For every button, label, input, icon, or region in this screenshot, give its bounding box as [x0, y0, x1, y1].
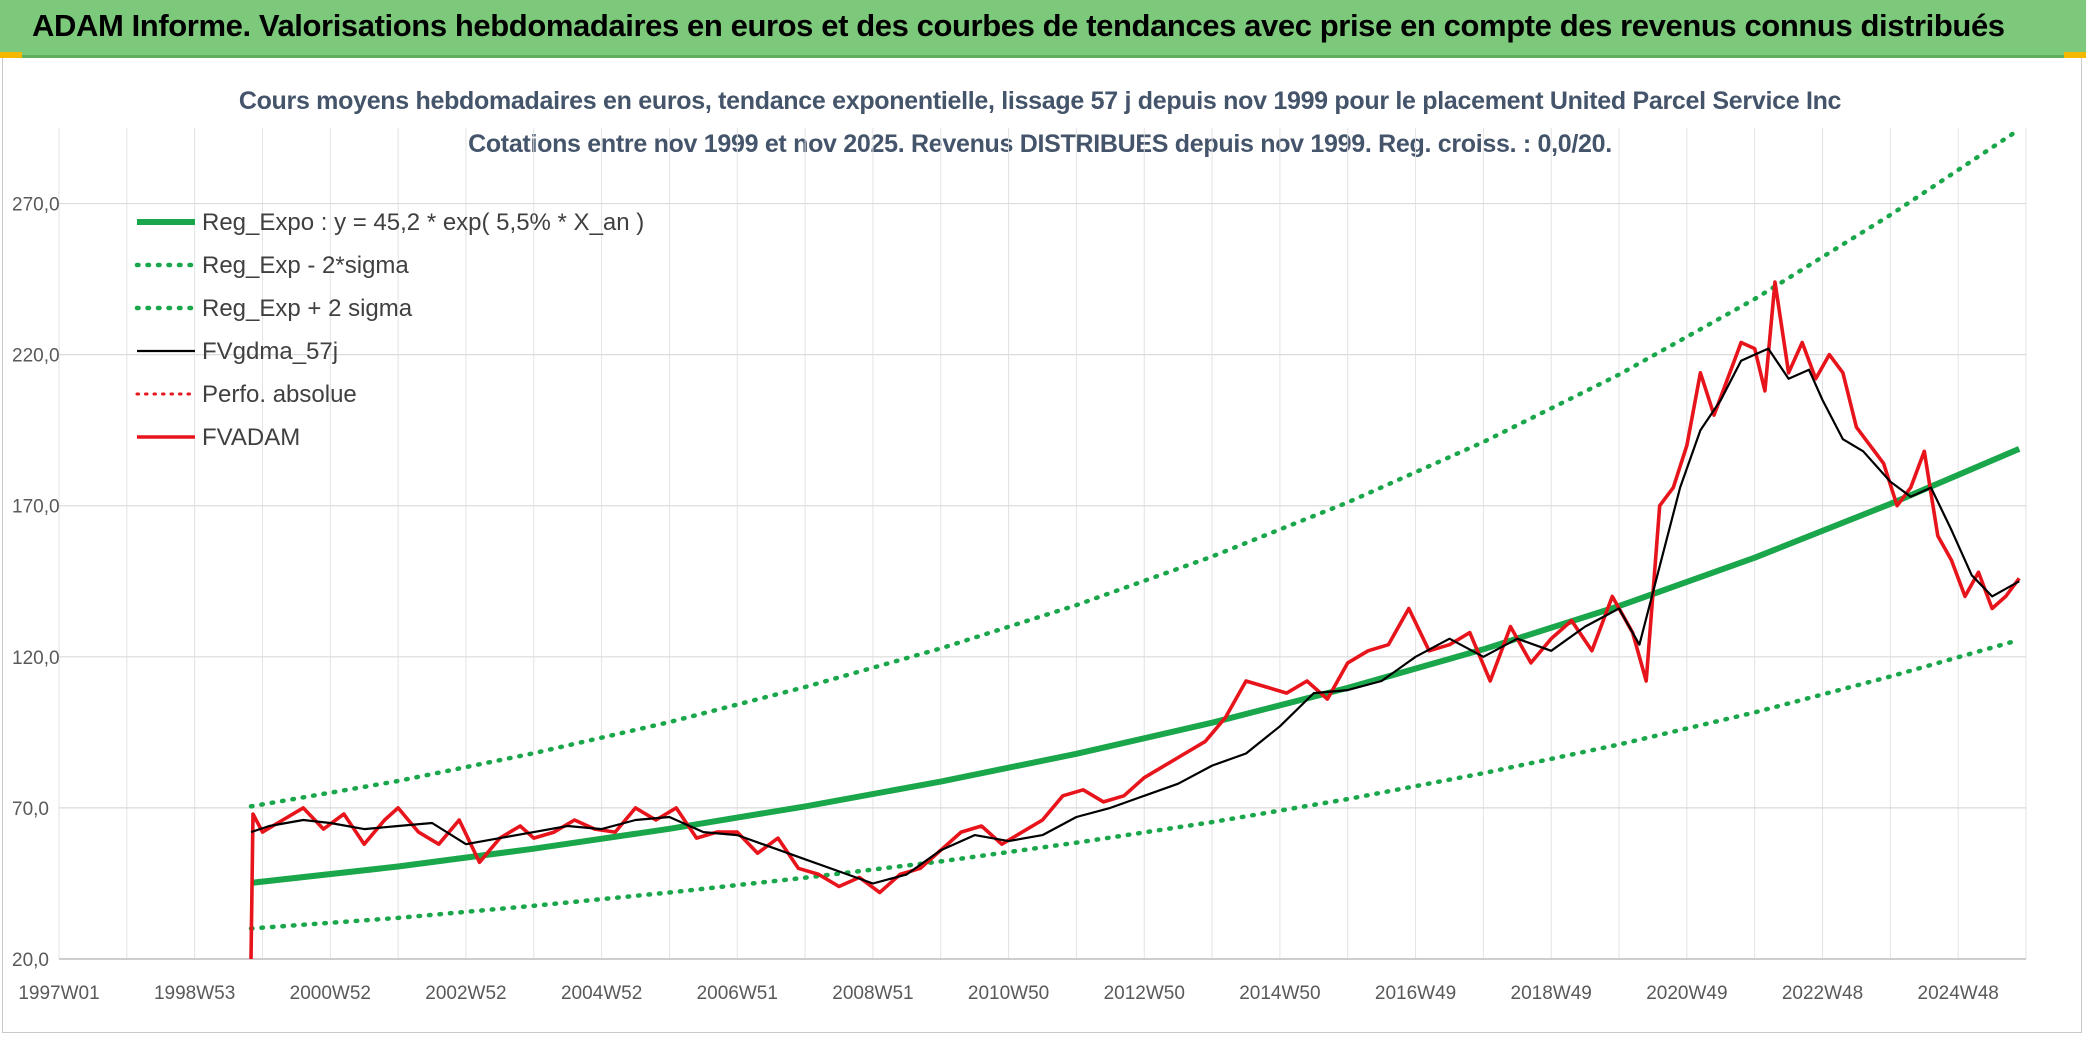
x-tick-label: 2012W50 [1104, 983, 1185, 1004]
x-tick-label: 1997W01 [18, 983, 99, 1004]
legend-label: Reg_Exp - 2*sigma [202, 252, 409, 279]
x-tick-label: 2004W52 [561, 983, 642, 1004]
x-tick-label: 2016W49 [1375, 983, 1456, 1004]
legend-label: FVADAM [202, 424, 300, 451]
series-line-fvgdma-57j [250, 347, 2020, 885]
y-tick-label: 220,0 [12, 346, 60, 367]
x-tick-label: 2006W51 [697, 983, 778, 1004]
y-tick-label: 270,0 [12, 195, 60, 216]
chart-series [248, 127, 2022, 960]
series-line-reg-expo [250, 446, 2021, 886]
chart-frame [2, 58, 2082, 1033]
legend-label: FVgdma_57j [202, 338, 338, 365]
x-tick-label: 2022W48 [1782, 983, 1863, 1004]
banner-title: ADAM Informe. Valorisations hebdomadaire… [32, 8, 2005, 43]
series-line-reg-exp [248, 127, 2022, 809]
x-tick-label: 2010W50 [968, 983, 1049, 1004]
x-tick-label: 2002W52 [425, 983, 506, 1004]
legend-label: Perfo. absolue [202, 381, 357, 408]
x-tick-label: 1998W53 [154, 983, 235, 1004]
x-tick-label: 2024W48 [1918, 983, 1999, 1004]
banner-corner-left [0, 52, 22, 58]
legend-label: Reg_Expo : y = 45,2 * exp( 5,5% * X_an ) [202, 209, 644, 236]
series-line-fvadam [249, 280, 2021, 960]
chart-subtitle: Cotations entre nov 1999 et nov 2025. Re… [468, 130, 1612, 158]
legend-label: Reg_Exp + 2 sigma [202, 295, 413, 322]
x-tick-label: 2020W49 [1646, 983, 1727, 1004]
banner-corner-right [2064, 52, 2086, 58]
chart-axes: 20,0 70,0 120,0 170,0 220,0 270,0 1997W01 1998W… [12, 195, 2026, 1004]
chart-legend: Reg_Expo : y = 45,2 * exp( 5,5% * X_an )… [134, 209, 644, 451]
y-tick-label: 70,0 [12, 799, 49, 820]
x-tick-label: 2018W49 [1511, 983, 1592, 1004]
x-tick-label: 2014W50 [1239, 983, 1320, 1004]
x-tick-label: 2000W52 [290, 983, 371, 1004]
x-tick-label: 2008W51 [832, 983, 913, 1004]
report-banner: ADAM Informe. Valorisations hebdomadaire… [0, 0, 2086, 58]
y-tick-label: 20,0 [12, 950, 49, 971]
y-tick-label: 170,0 [12, 497, 60, 518]
series-line-reg-exp [248, 637, 2022, 931]
chart-title: Cours moyens hebdomadaires en euros, ten… [238, 87, 1842, 115]
y-tick-label: 120,0 [12, 648, 60, 669]
